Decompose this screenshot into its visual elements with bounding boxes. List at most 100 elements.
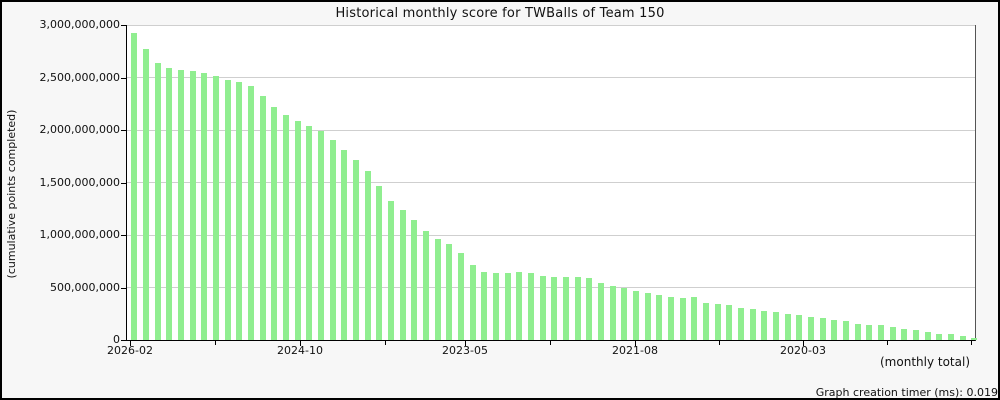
bar xyxy=(714,303,721,340)
bar xyxy=(831,320,838,340)
bar xyxy=(936,334,943,340)
bar xyxy=(947,334,954,340)
bar xyxy=(761,311,768,340)
bar xyxy=(224,79,231,340)
bar xyxy=(924,332,931,340)
x-axis-note: (monthly total) xyxy=(880,355,970,369)
y-tick-label: 0 xyxy=(113,333,120,346)
bar xyxy=(807,316,814,340)
bar xyxy=(364,171,371,340)
footer-timer-text: Graph creation timer (ms): 0.019 xyxy=(815,386,998,399)
bar xyxy=(901,329,908,340)
bar xyxy=(236,81,243,340)
x-axis-major-tick xyxy=(130,341,131,346)
bar xyxy=(154,62,161,340)
x-axis-major-tick xyxy=(635,341,636,346)
y-tick-label: 3,000,000,000 xyxy=(39,18,120,31)
x-tick-label: 2020-03 xyxy=(780,344,826,357)
bar xyxy=(796,314,803,340)
bar xyxy=(959,336,966,340)
bar xyxy=(889,326,896,340)
y-tick-label: 1,500,000,000 xyxy=(39,175,120,189)
x-axis-minor-tick xyxy=(550,341,551,345)
bar xyxy=(679,298,686,340)
x-axis-major-tick xyxy=(465,341,466,346)
bar xyxy=(446,243,453,340)
bar xyxy=(317,131,324,340)
bar xyxy=(737,308,744,340)
y-axis-tick xyxy=(121,235,126,236)
y-tick-label: 1,000,000,000 xyxy=(39,228,120,241)
bar xyxy=(912,330,919,340)
gridline xyxy=(127,77,975,78)
bar xyxy=(434,238,441,340)
bar xyxy=(632,291,639,340)
bar xyxy=(376,185,383,340)
x-tick-label: 2026-02 xyxy=(107,344,153,357)
bar xyxy=(294,120,301,340)
bar xyxy=(772,312,779,340)
y-tick-label: 2,500,000,000 xyxy=(39,70,120,84)
gridline xyxy=(127,287,975,288)
x-axis-major-tick xyxy=(300,341,301,346)
bar xyxy=(749,309,756,340)
bar xyxy=(877,324,884,340)
bar xyxy=(259,95,266,340)
bar xyxy=(842,321,849,340)
y-axis-tick xyxy=(121,130,126,131)
gridline xyxy=(127,234,975,236)
bar xyxy=(457,252,464,340)
gridline xyxy=(127,24,975,26)
bar xyxy=(411,219,418,340)
bar xyxy=(492,272,499,340)
x-axis-minor-tick xyxy=(887,341,888,345)
bar xyxy=(691,297,698,340)
bar xyxy=(866,324,873,340)
bar xyxy=(726,304,733,340)
bar xyxy=(516,272,523,340)
bar xyxy=(819,317,826,340)
bar xyxy=(527,272,534,340)
bar xyxy=(469,264,476,340)
bar xyxy=(562,277,569,340)
y-axis-tick xyxy=(121,340,126,341)
x-tick-label: 2024-10 xyxy=(277,344,323,357)
y-axis-tick xyxy=(121,77,126,79)
y-axis-tick xyxy=(121,25,126,26)
bar xyxy=(247,85,254,340)
bar xyxy=(282,114,289,340)
bar xyxy=(352,159,359,340)
bar xyxy=(177,70,184,340)
bar xyxy=(656,294,663,340)
bar xyxy=(539,276,546,340)
bar xyxy=(212,75,219,340)
bar xyxy=(784,313,791,340)
bar xyxy=(481,271,488,340)
x-axis-major-tick xyxy=(803,341,804,346)
bar xyxy=(702,302,709,340)
chart-title: Historical monthly score for TWBalls of … xyxy=(335,6,665,21)
bar xyxy=(597,282,604,340)
bar xyxy=(201,72,208,340)
gridline xyxy=(127,182,975,183)
bar xyxy=(644,292,651,340)
bar xyxy=(504,272,511,340)
bar xyxy=(166,68,173,340)
bar xyxy=(971,338,978,340)
bar xyxy=(341,149,348,340)
y-axis-tick xyxy=(121,182,126,184)
bar xyxy=(422,230,429,340)
bar xyxy=(329,140,336,340)
y-axis-tick xyxy=(121,287,126,289)
y-tick-label: 2,000,000,000 xyxy=(39,123,120,136)
bar xyxy=(271,106,278,340)
x-tick-label: 2023-05 xyxy=(442,344,488,357)
x-axis-minor-tick xyxy=(215,341,216,345)
plot-area xyxy=(126,24,978,341)
bar xyxy=(854,323,861,340)
y-tick-label: 500,000,000 xyxy=(50,280,120,294)
bar xyxy=(667,297,674,340)
bar xyxy=(621,288,628,340)
bar xyxy=(574,277,581,340)
